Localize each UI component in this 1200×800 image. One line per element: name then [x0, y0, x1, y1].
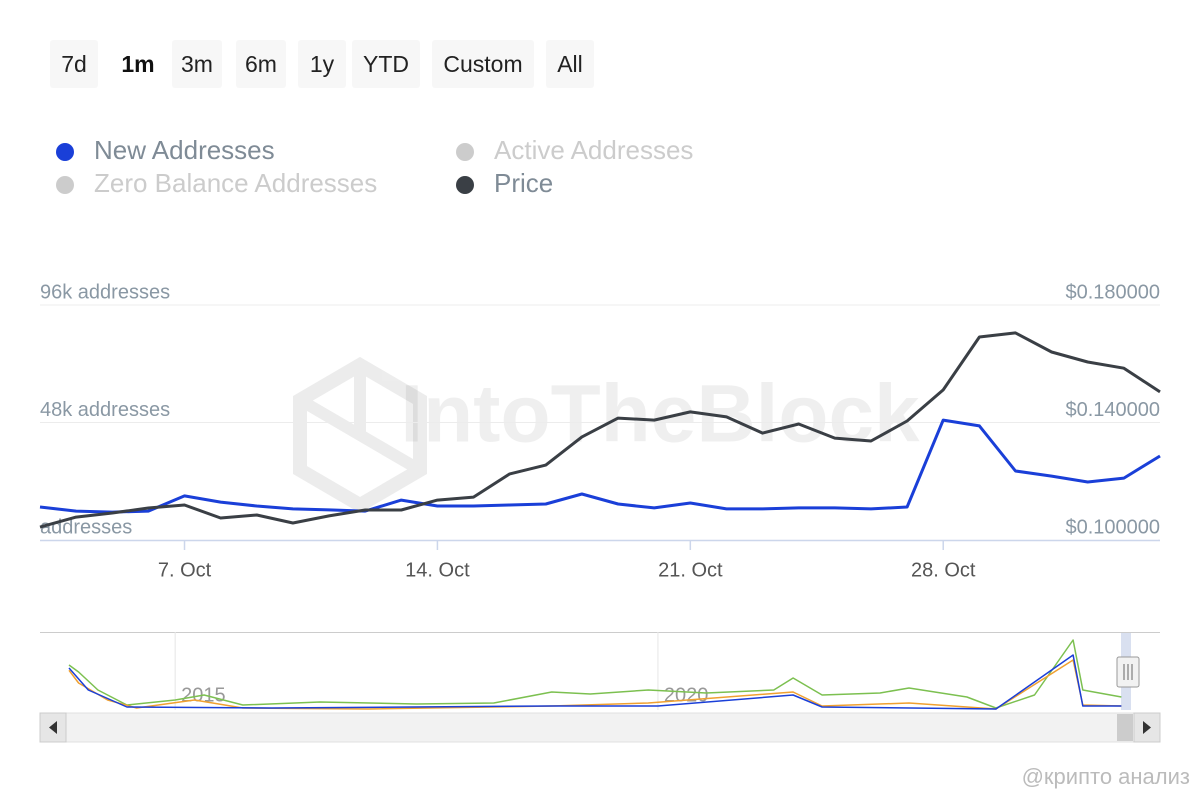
watermark: IntoTheBlock — [400, 369, 920, 460]
x-tick-label: 14. Oct — [405, 559, 470, 581]
legend-marker — [456, 176, 474, 194]
x-tick-label: 7. Oct — [158, 559, 212, 581]
series-line — [68, 659, 1122, 710]
range-button[interactable]: 1y — [298, 40, 346, 88]
y-tick-label: 96k addresses — [40, 281, 170, 303]
series-line — [68, 654, 1122, 710]
x-tick-label: 28. Oct — [911, 559, 976, 581]
series-line — [39, 331, 1161, 529]
legend-marker — [56, 143, 74, 161]
legend-item[interactable]: Price — [456, 168, 553, 198]
legend-item[interactable]: New Addresses — [56, 135, 275, 165]
range-button[interactable]: 7d — [50, 40, 98, 88]
range-button[interactable]: 3m — [172, 40, 222, 88]
y-tick-label: 48k addresses — [40, 399, 170, 421]
range-button[interactable]: 6m — [236, 40, 286, 88]
range-button[interactable]: Custom — [432, 40, 534, 88]
x-tick-label: 21. Oct — [658, 559, 723, 581]
y2-tick-label: $0.140000 — [1065, 399, 1160, 421]
y-tick-label: addresses — [40, 516, 132, 538]
legend-label: New Addresses — [94, 135, 275, 165]
watermark-logo — [293, 356, 427, 514]
legend-item[interactable]: Active Addresses — [456, 135, 693, 165]
legend-item[interactable]: Zero Balance Addresses — [56, 168, 377, 198]
legend-label: Zero Balance Addresses — [94, 168, 377, 198]
range-button[interactable]: YTD — [352, 40, 420, 88]
scrollbar-track[interactable] — [39, 712, 1161, 743]
range-button[interactable]: 1m — [121, 51, 155, 77]
legend-label: Price — [494, 168, 553, 198]
scroll-left-arrow — [49, 721, 57, 734]
navigator-area — [40, 632, 1160, 710]
legend-label: Active Addresses — [494, 135, 693, 165]
scrollbar-thumb[interactable] — [1117, 714, 1133, 741]
y2-tick-label: $0.180000 — [1065, 281, 1160, 303]
series-line — [68, 639, 1122, 709]
legend-marker — [56, 176, 74, 194]
series-line — [39, 418, 1161, 514]
y2-tick-label: $0.100000 — [1065, 516, 1160, 538]
legend-marker — [456, 143, 474, 161]
range-button[interactable]: All — [546, 40, 594, 88]
scroll-right-arrow — [1143, 721, 1151, 734]
credit: @крипто анализ — [1022, 764, 1190, 789]
